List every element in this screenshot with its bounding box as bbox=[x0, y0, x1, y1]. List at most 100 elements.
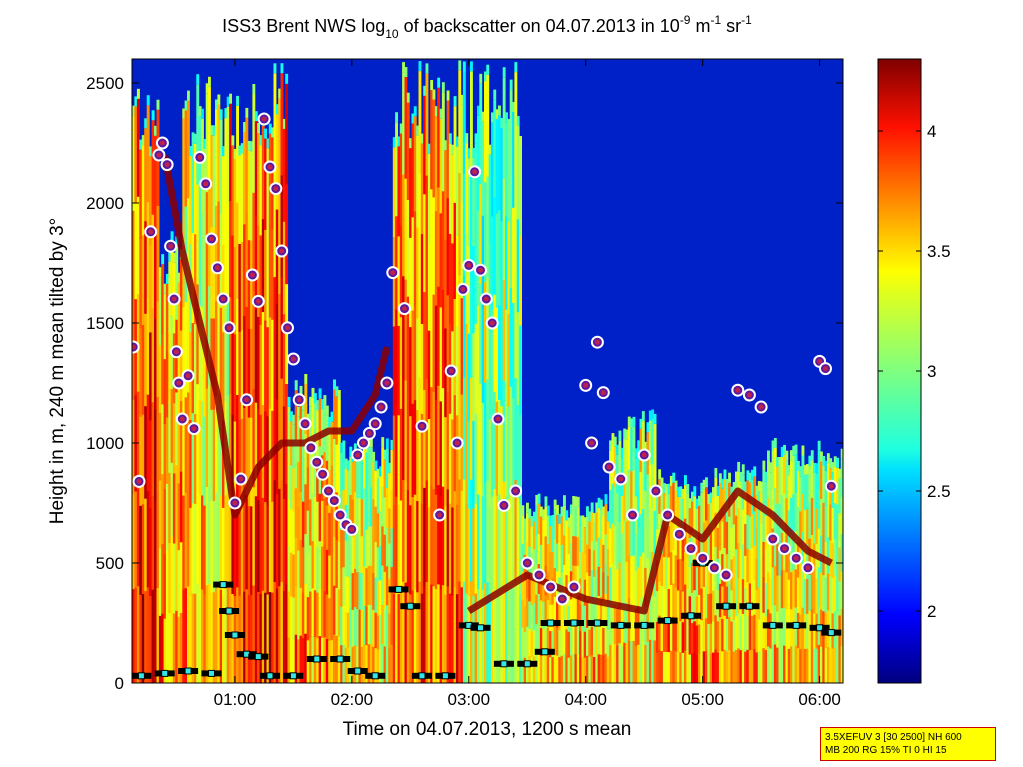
heatmap-cell bbox=[154, 500, 157, 593]
heatmap-cell bbox=[757, 651, 761, 683]
heatmap-cell bbox=[282, 406, 286, 499]
heatmap-cell bbox=[381, 486, 385, 527]
heatmap-cell bbox=[444, 239, 448, 329]
heatmap-cell bbox=[247, 150, 251, 241]
heatmap-edge-cell bbox=[205, 83, 209, 94]
heatmap-cell bbox=[432, 585, 436, 683]
heatmap-cell bbox=[537, 653, 541, 683]
heatmap-cell bbox=[611, 643, 615, 683]
heatmap-cell bbox=[292, 510, 296, 555]
heatmap-cell bbox=[709, 652, 713, 683]
colorbar-tick-label: 3 bbox=[927, 362, 936, 381]
heatmap-cell bbox=[762, 541, 766, 578]
heatmap-cell bbox=[829, 575, 833, 612]
heatmap-cell bbox=[367, 526, 371, 566]
heatmap-cell bbox=[146, 586, 150, 683]
heatmap-cell bbox=[681, 591, 685, 623]
heatmap-cell bbox=[698, 623, 701, 654]
heatmap-edge-cell bbox=[602, 506, 606, 517]
x-tick-label: 02:00 bbox=[331, 690, 374, 709]
heatmap-cell bbox=[741, 613, 745, 649]
heatmap-cell bbox=[184, 587, 188, 683]
heatmap-cell bbox=[340, 606, 344, 646]
heatmap-cell bbox=[544, 653, 548, 683]
heatmap-edge-cell bbox=[549, 515, 552, 526]
heatmap-edge-cell bbox=[212, 125, 216, 136]
heatmap-cell bbox=[632, 512, 636, 556]
heatmap-cell bbox=[739, 549, 743, 584]
heatmap-edge-cell bbox=[280, 63, 284, 74]
heatmap-cell bbox=[182, 306, 186, 402]
heatmap-cell bbox=[586, 655, 589, 683]
heatmap-cell bbox=[507, 590, 511, 683]
y-tick-label: 500 bbox=[96, 554, 124, 573]
heatmap-cell bbox=[222, 419, 225, 508]
heatmap-cell bbox=[383, 608, 387, 647]
heatmap-edge-cell bbox=[553, 499, 557, 510]
heatmap-cell bbox=[243, 499, 246, 592]
heatmap-edge-cell bbox=[709, 492, 713, 503]
heatmap-cell bbox=[313, 589, 317, 637]
heatmap-cell bbox=[712, 559, 715, 591]
heatmap-cell bbox=[660, 552, 664, 586]
heatmap-cell bbox=[299, 587, 303, 636]
heatmap-cell bbox=[815, 648, 819, 683]
heatmap-cell bbox=[776, 467, 780, 504]
heatmap-cell bbox=[502, 582, 506, 683]
heatmap-cell bbox=[413, 116, 417, 212]
heatmap-edge-cell bbox=[313, 393, 317, 404]
heatmap-cell bbox=[491, 309, 494, 404]
ground-marker bbox=[477, 624, 484, 632]
heatmap-edge-cell bbox=[523, 518, 527, 529]
heatmap-cell bbox=[602, 599, 606, 629]
heatmap-cell bbox=[342, 644, 346, 683]
heatmap-cell bbox=[551, 525, 555, 552]
cloud-base-core bbox=[232, 500, 238, 506]
heatmap-cell bbox=[404, 582, 408, 683]
heatmap-cell bbox=[448, 503, 452, 594]
heatmap-cell bbox=[427, 153, 431, 243]
cloud-base-markers bbox=[132, 112, 838, 606]
heatmap-cell bbox=[446, 100, 450, 199]
heatmap-cell bbox=[146, 201, 150, 299]
heatmap-cell bbox=[826, 646, 830, 683]
heatmap-cell bbox=[392, 236, 396, 327]
heatmap-edge-cell bbox=[730, 486, 734, 497]
heatmap-cell bbox=[794, 454, 798, 494]
heatmap-cell bbox=[397, 414, 401, 505]
heatmap-cell bbox=[240, 506, 244, 596]
heatmap-edge-cell bbox=[838, 468, 842, 479]
heatmap-edge-cell bbox=[268, 123, 272, 134]
heatmap-cell bbox=[672, 549, 676, 584]
heatmap-cell bbox=[309, 406, 313, 454]
cloud-base-core bbox=[793, 555, 799, 561]
heatmap-cell bbox=[516, 311, 520, 405]
heatmap-cell bbox=[474, 143, 478, 234]
heatmap-cell bbox=[395, 402, 398, 497]
cloud-base-core bbox=[203, 181, 209, 187]
heatmap-cell bbox=[655, 498, 659, 530]
heatmap-cell bbox=[707, 593, 711, 624]
heatmap-cell bbox=[460, 297, 464, 395]
heatmap-cell bbox=[721, 521, 725, 555]
heatmap-cell bbox=[549, 630, 552, 658]
heatmap-edge-cell bbox=[446, 90, 450, 101]
heatmap-cell bbox=[639, 640, 643, 683]
heatmap-cell bbox=[448, 413, 452, 504]
heatmap-cell bbox=[353, 453, 357, 493]
heatmap-cell bbox=[583, 631, 587, 658]
heatmap-edge-cell bbox=[217, 94, 221, 105]
y-tick-label: 1500 bbox=[86, 314, 124, 333]
heatmap-cell bbox=[644, 567, 648, 607]
heatmap-cell bbox=[363, 605, 366, 645]
heatmap-cell bbox=[420, 503, 424, 594]
heatmap-cell bbox=[762, 470, 766, 507]
heatmap-cell bbox=[479, 583, 483, 683]
heatmap-cell bbox=[586, 516, 589, 545]
heatmap-cell bbox=[337, 541, 341, 590]
heatmap-cell bbox=[374, 470, 378, 507]
heatmap-cell bbox=[644, 644, 648, 683]
heatmap-edge-cell bbox=[681, 488, 685, 499]
heatmap-cell bbox=[764, 649, 768, 683]
heatmap-cell bbox=[500, 313, 504, 407]
